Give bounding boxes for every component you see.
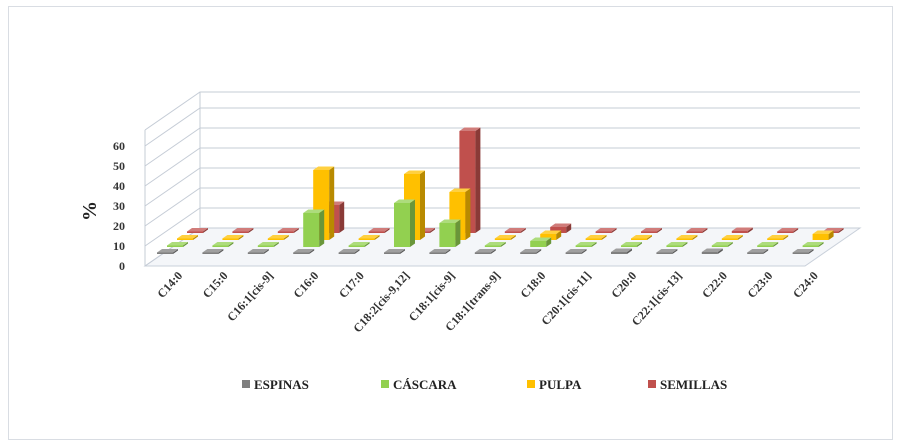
- x-tick-label: C22:0: [699, 269, 730, 301]
- legend-swatch: [381, 380, 389, 388]
- x-tick-label: C23:0: [745, 269, 776, 301]
- bar: [202, 249, 224, 254]
- gridline: [144, 187, 860, 227]
- x-tick-label: C18:0: [518, 269, 549, 301]
- y-tick-label: 40: [113, 179, 125, 193]
- bar: [303, 209, 325, 247]
- bar: [247, 249, 269, 254]
- bar: [767, 235, 789, 240]
- bar: [731, 227, 753, 233]
- x-tick-label: C17:0: [336, 269, 367, 301]
- bar: [631, 235, 652, 240]
- legend-label: ESPINAS: [254, 377, 309, 392]
- bar: [666, 242, 688, 247]
- bar: [267, 235, 289, 240]
- legend-item: PULPA: [527, 377, 582, 392]
- legend-swatch: [527, 380, 535, 388]
- x-tick-label: C15:0: [200, 269, 231, 301]
- bar: [212, 242, 234, 247]
- chart-bars: [157, 127, 844, 254]
- y-axis-label: %: [79, 201, 101, 221]
- x-tick-label: C16:1[cis-9]: [224, 269, 276, 324]
- x-tick-label: C24:0: [790, 269, 821, 301]
- bar: [484, 242, 506, 247]
- bar: [222, 235, 244, 240]
- bar: [812, 230, 834, 240]
- bar: [792, 249, 814, 254]
- legend-swatch: [648, 380, 656, 388]
- x-tick-label: C14:0: [154, 269, 185, 301]
- legend-item: SEMILLAS: [648, 377, 727, 392]
- y-tick-label: 30: [113, 199, 125, 213]
- bar: [565, 249, 587, 254]
- y-tick-label: 60: [113, 139, 125, 153]
- legend-item: ESPINAS: [242, 377, 309, 392]
- bar: [711, 242, 733, 247]
- bar: [540, 230, 562, 240]
- bar: [520, 249, 542, 254]
- legend-label: SEMILLAS: [660, 377, 727, 392]
- bar: [474, 249, 496, 254]
- legend-label: PULPA: [539, 377, 582, 392]
- bar: [504, 228, 526, 233]
- gridline: [144, 91, 860, 131]
- bar: [394, 199, 415, 247]
- bar: [257, 242, 279, 247]
- bar: [757, 242, 779, 247]
- bar: [550, 223, 572, 233]
- bar: [167, 242, 188, 247]
- gridline: [144, 127, 860, 167]
- bar: [358, 235, 380, 240]
- bar: [338, 249, 360, 254]
- y-axis: 0 10 20 30 40 50 60: [113, 139, 125, 273]
- bar: [157, 249, 178, 254]
- bar: [777, 228, 799, 233]
- y-tick-label: 0: [119, 259, 125, 273]
- bar: [494, 235, 516, 240]
- y-tick-label: 20: [113, 219, 125, 233]
- bar: [676, 235, 698, 240]
- bar: [585, 235, 607, 240]
- bar: [802, 242, 824, 247]
- gridline: [144, 147, 860, 187]
- y-tick-label: 50: [113, 159, 125, 173]
- gridline: [144, 167, 860, 207]
- bar: [575, 242, 597, 247]
- bar: [277, 228, 299, 233]
- bar: [439, 219, 461, 247]
- y-tick-label: 10: [113, 239, 125, 253]
- bar: [232, 228, 254, 233]
- bar: [701, 248, 723, 254]
- bar: [721, 235, 743, 240]
- bar: [187, 228, 208, 233]
- bar: [293, 249, 315, 254]
- bar: [530, 237, 552, 247]
- legend-swatch: [242, 380, 250, 388]
- gridline: [144, 107, 860, 147]
- bar: [621, 242, 642, 247]
- bar: [641, 228, 662, 233]
- bar: [747, 249, 769, 254]
- chart-legend: ESPINAS CÁSCARA PULPA SEMILLAS: [242, 377, 727, 392]
- legend-label: CÁSCARA: [393, 377, 457, 392]
- legend-item: CÁSCARA: [381, 377, 457, 392]
- bar: [348, 242, 370, 247]
- x-tick-label: C16:0: [291, 269, 322, 301]
- bar: [429, 249, 451, 254]
- x-tick-label: C20:0: [608, 269, 639, 301]
- bar: [656, 249, 678, 254]
- chart-floor: [143, 227, 862, 267]
- bar: [595, 228, 617, 233]
- bar: [686, 228, 708, 233]
- bar: [177, 235, 198, 240]
- bar: [368, 228, 390, 233]
- bar: [384, 249, 405, 254]
- bar: [611, 248, 632, 254]
